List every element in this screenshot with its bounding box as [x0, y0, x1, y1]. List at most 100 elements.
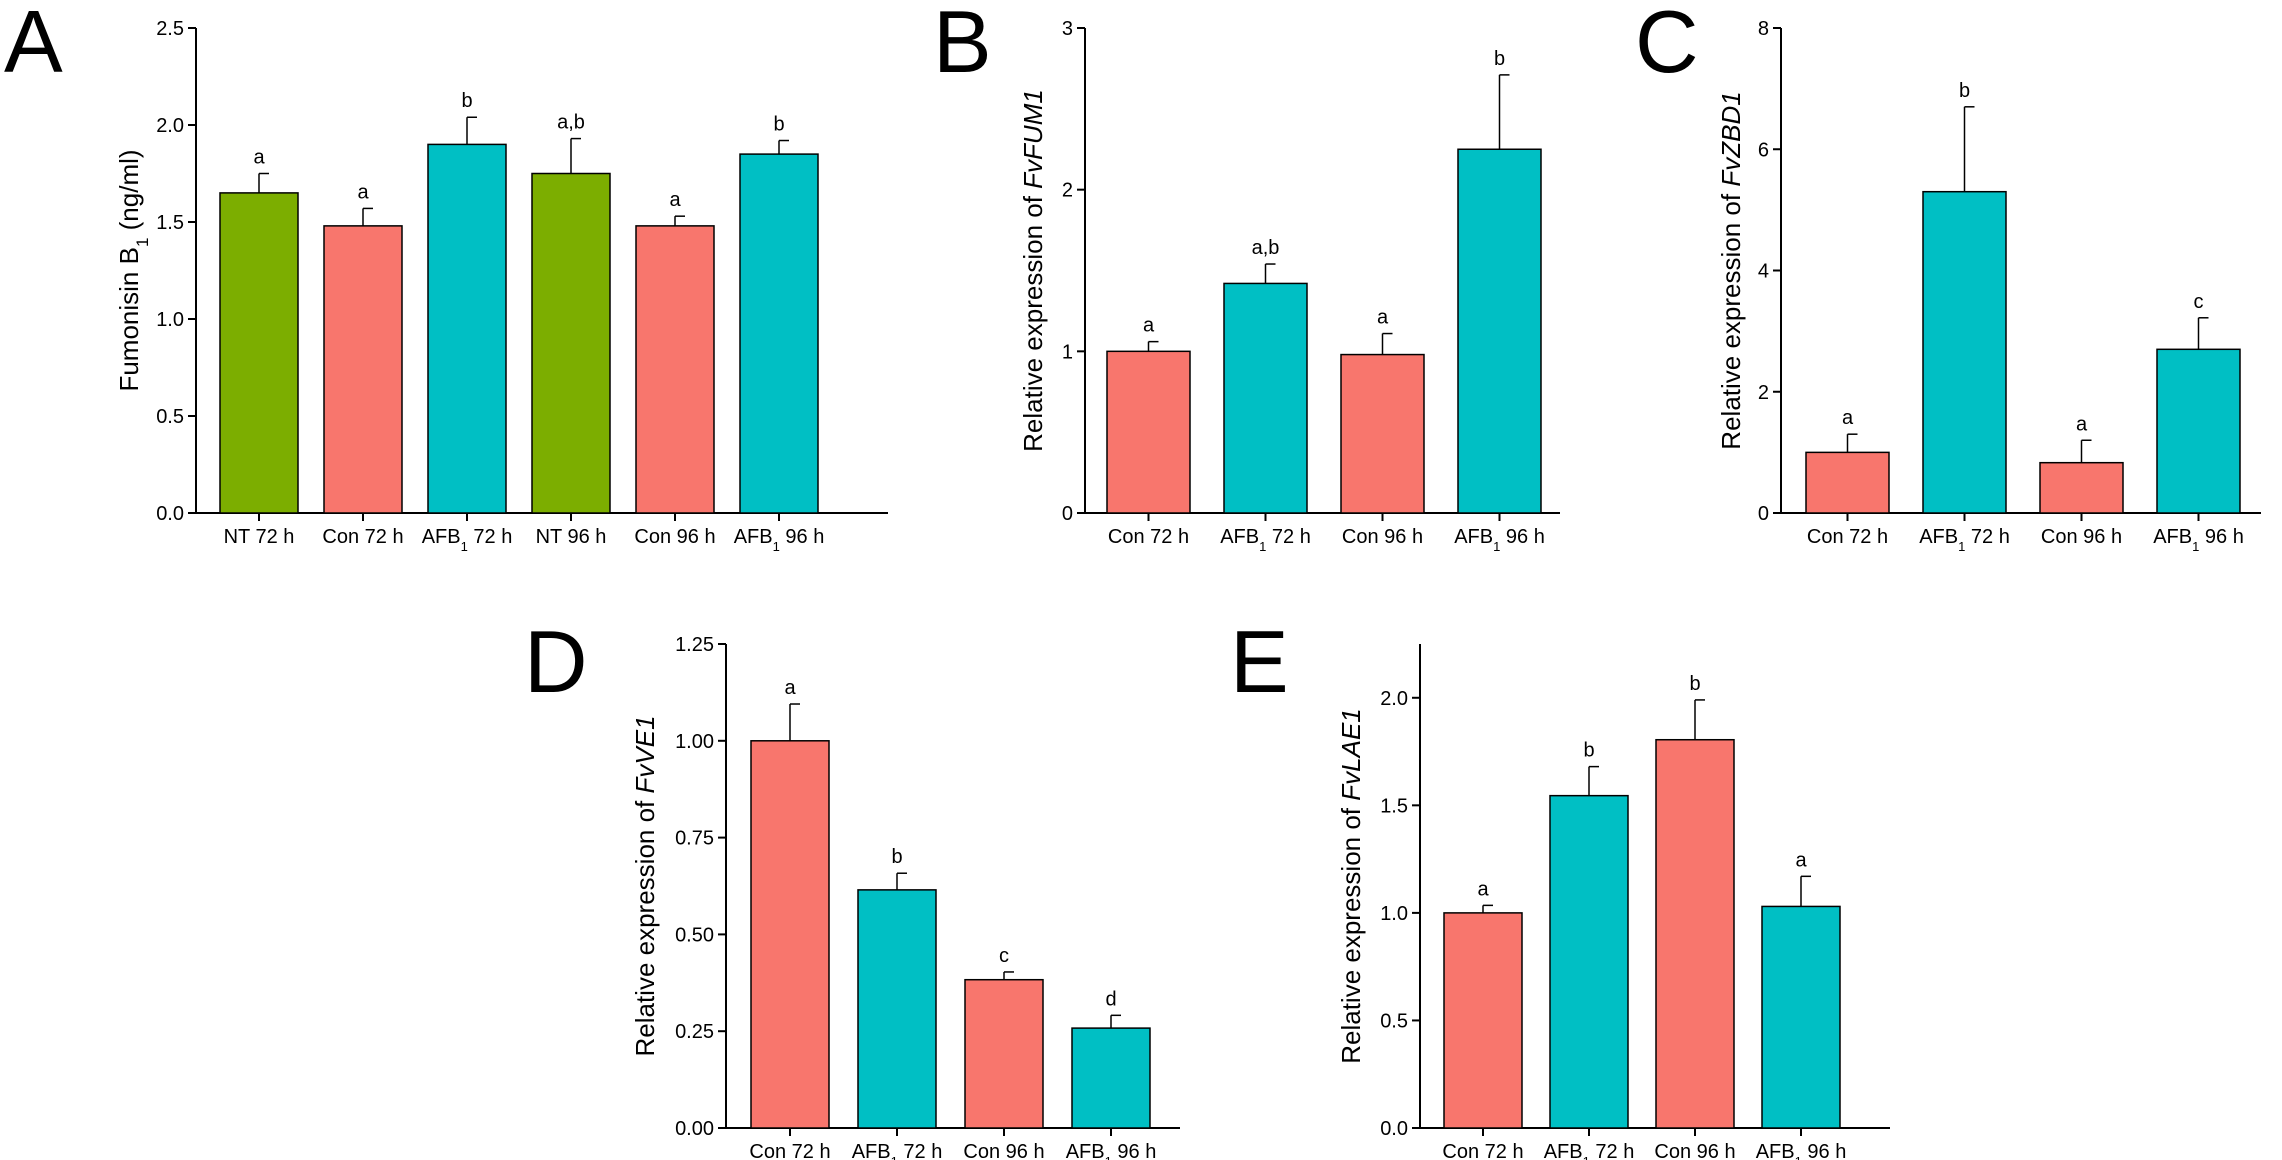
y-tick-label: 0: [1758, 503, 1769, 525]
y-tick-label: 0.5: [1380, 1010, 1408, 1032]
y-tick-label: 1.5: [1380, 795, 1408, 817]
panel-d: D 0.00 0.25 0.50 0.75 1.00 1.25 Relative expres…: [524, 612, 1180, 1160]
y-tick-label: 1: [1062, 341, 1073, 363]
significance-letter: a: [1842, 407, 1854, 429]
y-axis-title: Relative expression of FvZBD1: [1716, 91, 1746, 449]
y-tick-label: 1.5: [156, 212, 184, 234]
panel-b: B 0 1 2 3 Relative expression of FvFUM1 a Con 7…: [933, 0, 1560, 554]
significance-letter: b: [461, 90, 472, 112]
panel-e: E 0.0 0.5 1.0 1.5 2.0 Relative expression of F…: [1230, 612, 1890, 1160]
panel-label: D: [524, 612, 588, 711]
bar: [1805, 451, 1890, 514]
x-tick-label: AFB1 72 h: [1220, 526, 1311, 554]
x-tick-label: Con 96 h: [1342, 526, 1423, 548]
x-tick-label: AFB1 96 h: [2153, 526, 2244, 554]
significance-letter: c: [999, 945, 1009, 967]
bar: [964, 978, 1044, 1129]
significance-letter: b: [1494, 48, 1505, 70]
significance-letter: a: [1143, 315, 1155, 337]
x-tick-label: Con 96 h: [2041, 526, 2122, 548]
y-tick-label: 0.5: [156, 406, 184, 428]
y-tick-label: 2.0: [1380, 688, 1408, 710]
y-tick-label: 2: [1062, 180, 1073, 202]
x-tick-label: AFB1 72 h: [1919, 526, 2010, 554]
y-axis-title: Relative expression of FvVE1: [630, 715, 660, 1056]
bar: [219, 192, 299, 514]
significance-letter: b: [1583, 740, 1594, 762]
y-tick-label: 1.00: [675, 731, 714, 753]
y-tick-label: 6: [1758, 139, 1769, 161]
panel-label: E: [1230, 612, 1289, 711]
x-tick-label: Con 72 h: [1442, 1141, 1523, 1160]
y-axis-title: Fumonisin B1 (ng/ml): [114, 149, 152, 391]
significance-letter: a: [1795, 849, 1807, 871]
significance-letter: a: [253, 147, 265, 169]
significance-letter: a: [669, 189, 681, 211]
significance-letter: b: [1959, 80, 1970, 102]
significance-letter: a: [1377, 307, 1389, 329]
panel-a: A 0.0 0.5 1.0 1.5 2.0 2.5 Fumonisin B1 (ng/ml) a…: [4, 0, 888, 554]
panel-c: C 0 2 4 6 8 Relative expression of FvZBD1 a Con …: [1635, 0, 2261, 554]
significance-letter: d: [1105, 988, 1116, 1010]
bar: [1549, 794, 1629, 1129]
y-tick-label: 4: [1758, 261, 1769, 283]
x-tick-label: Con 96 h: [1654, 1141, 1735, 1160]
bar: [1340, 353, 1425, 514]
x-tick-label: AFB1 96 h: [1454, 526, 1545, 554]
y-tick-label: 0.75: [675, 828, 714, 850]
bar: [857, 889, 937, 1129]
bar: [1922, 190, 2007, 514]
bar: [750, 740, 830, 1129]
bar: [739, 153, 819, 514]
significance-letter: a: [2076, 413, 2088, 435]
x-tick-label: AFB1 96 h: [1066, 1141, 1157, 1160]
x-tick-label: AFB1 96 h: [734, 526, 825, 554]
significance-letter: b: [891, 846, 902, 868]
x-tick-label: Con 96 h: [634, 526, 715, 548]
y-tick-label: 1.25: [675, 634, 714, 656]
bar: [1457, 148, 1542, 514]
bar: [427, 143, 507, 514]
x-tick-label: AFB1 72 h: [852, 1141, 943, 1160]
y-tick-label: 0.25: [675, 1021, 714, 1043]
y-tick-label: 2.0: [156, 115, 184, 137]
bar: [1761, 905, 1841, 1129]
bar: [1655, 738, 1735, 1129]
x-tick-label: AFB1 96 h: [1756, 1141, 1847, 1160]
x-tick-label: Con 72 h: [1108, 526, 1189, 548]
significance-letter: a: [784, 677, 796, 699]
bar: [2156, 348, 2241, 514]
panel-label: A: [4, 0, 63, 91]
x-tick-label: Con 72 h: [1807, 526, 1888, 548]
panel-label: B: [933, 0, 992, 91]
panel-label: C: [1635, 0, 1699, 91]
x-tick-label: Con 96 h: [963, 1141, 1044, 1160]
significance-letter: c: [2194, 291, 2204, 313]
significance-letter: b: [1689, 673, 1700, 695]
x-tick-label: NT 96 h: [536, 526, 607, 548]
x-tick-label: AFB1 72 h: [422, 526, 513, 554]
significance-letter: a: [357, 181, 369, 203]
significance-letter: a: [1477, 878, 1489, 900]
x-tick-label: Con 72 h: [749, 1141, 830, 1160]
y-axis-title: Relative expression of FvFUM1: [1018, 89, 1048, 452]
y-axis-title: Relative expression of FvLAE1: [1336, 708, 1366, 1064]
y-tick-label: 0: [1062, 503, 1073, 525]
significance-letter: b: [773, 114, 784, 136]
y-tick-label: 1.0: [1380, 903, 1408, 925]
bar: [1443, 912, 1523, 1129]
y-tick-label: 0.50: [675, 924, 714, 946]
bar: [635, 225, 715, 514]
significance-letter: a,b: [1252, 237, 1280, 259]
y-tick-label: 2.5: [156, 18, 184, 40]
significance-letter: a,b: [557, 112, 585, 134]
bar: [1106, 350, 1191, 514]
x-tick-label: AFB1 72 h: [1544, 1141, 1635, 1160]
y-tick-label: 0.0: [1380, 1118, 1408, 1140]
y-tick-label: 8: [1758, 18, 1769, 40]
bar: [1071, 1027, 1151, 1129]
x-tick-label: NT 72 h: [224, 526, 295, 548]
y-tick-label: 3: [1062, 18, 1073, 40]
y-tick-label: 2: [1758, 382, 1769, 404]
